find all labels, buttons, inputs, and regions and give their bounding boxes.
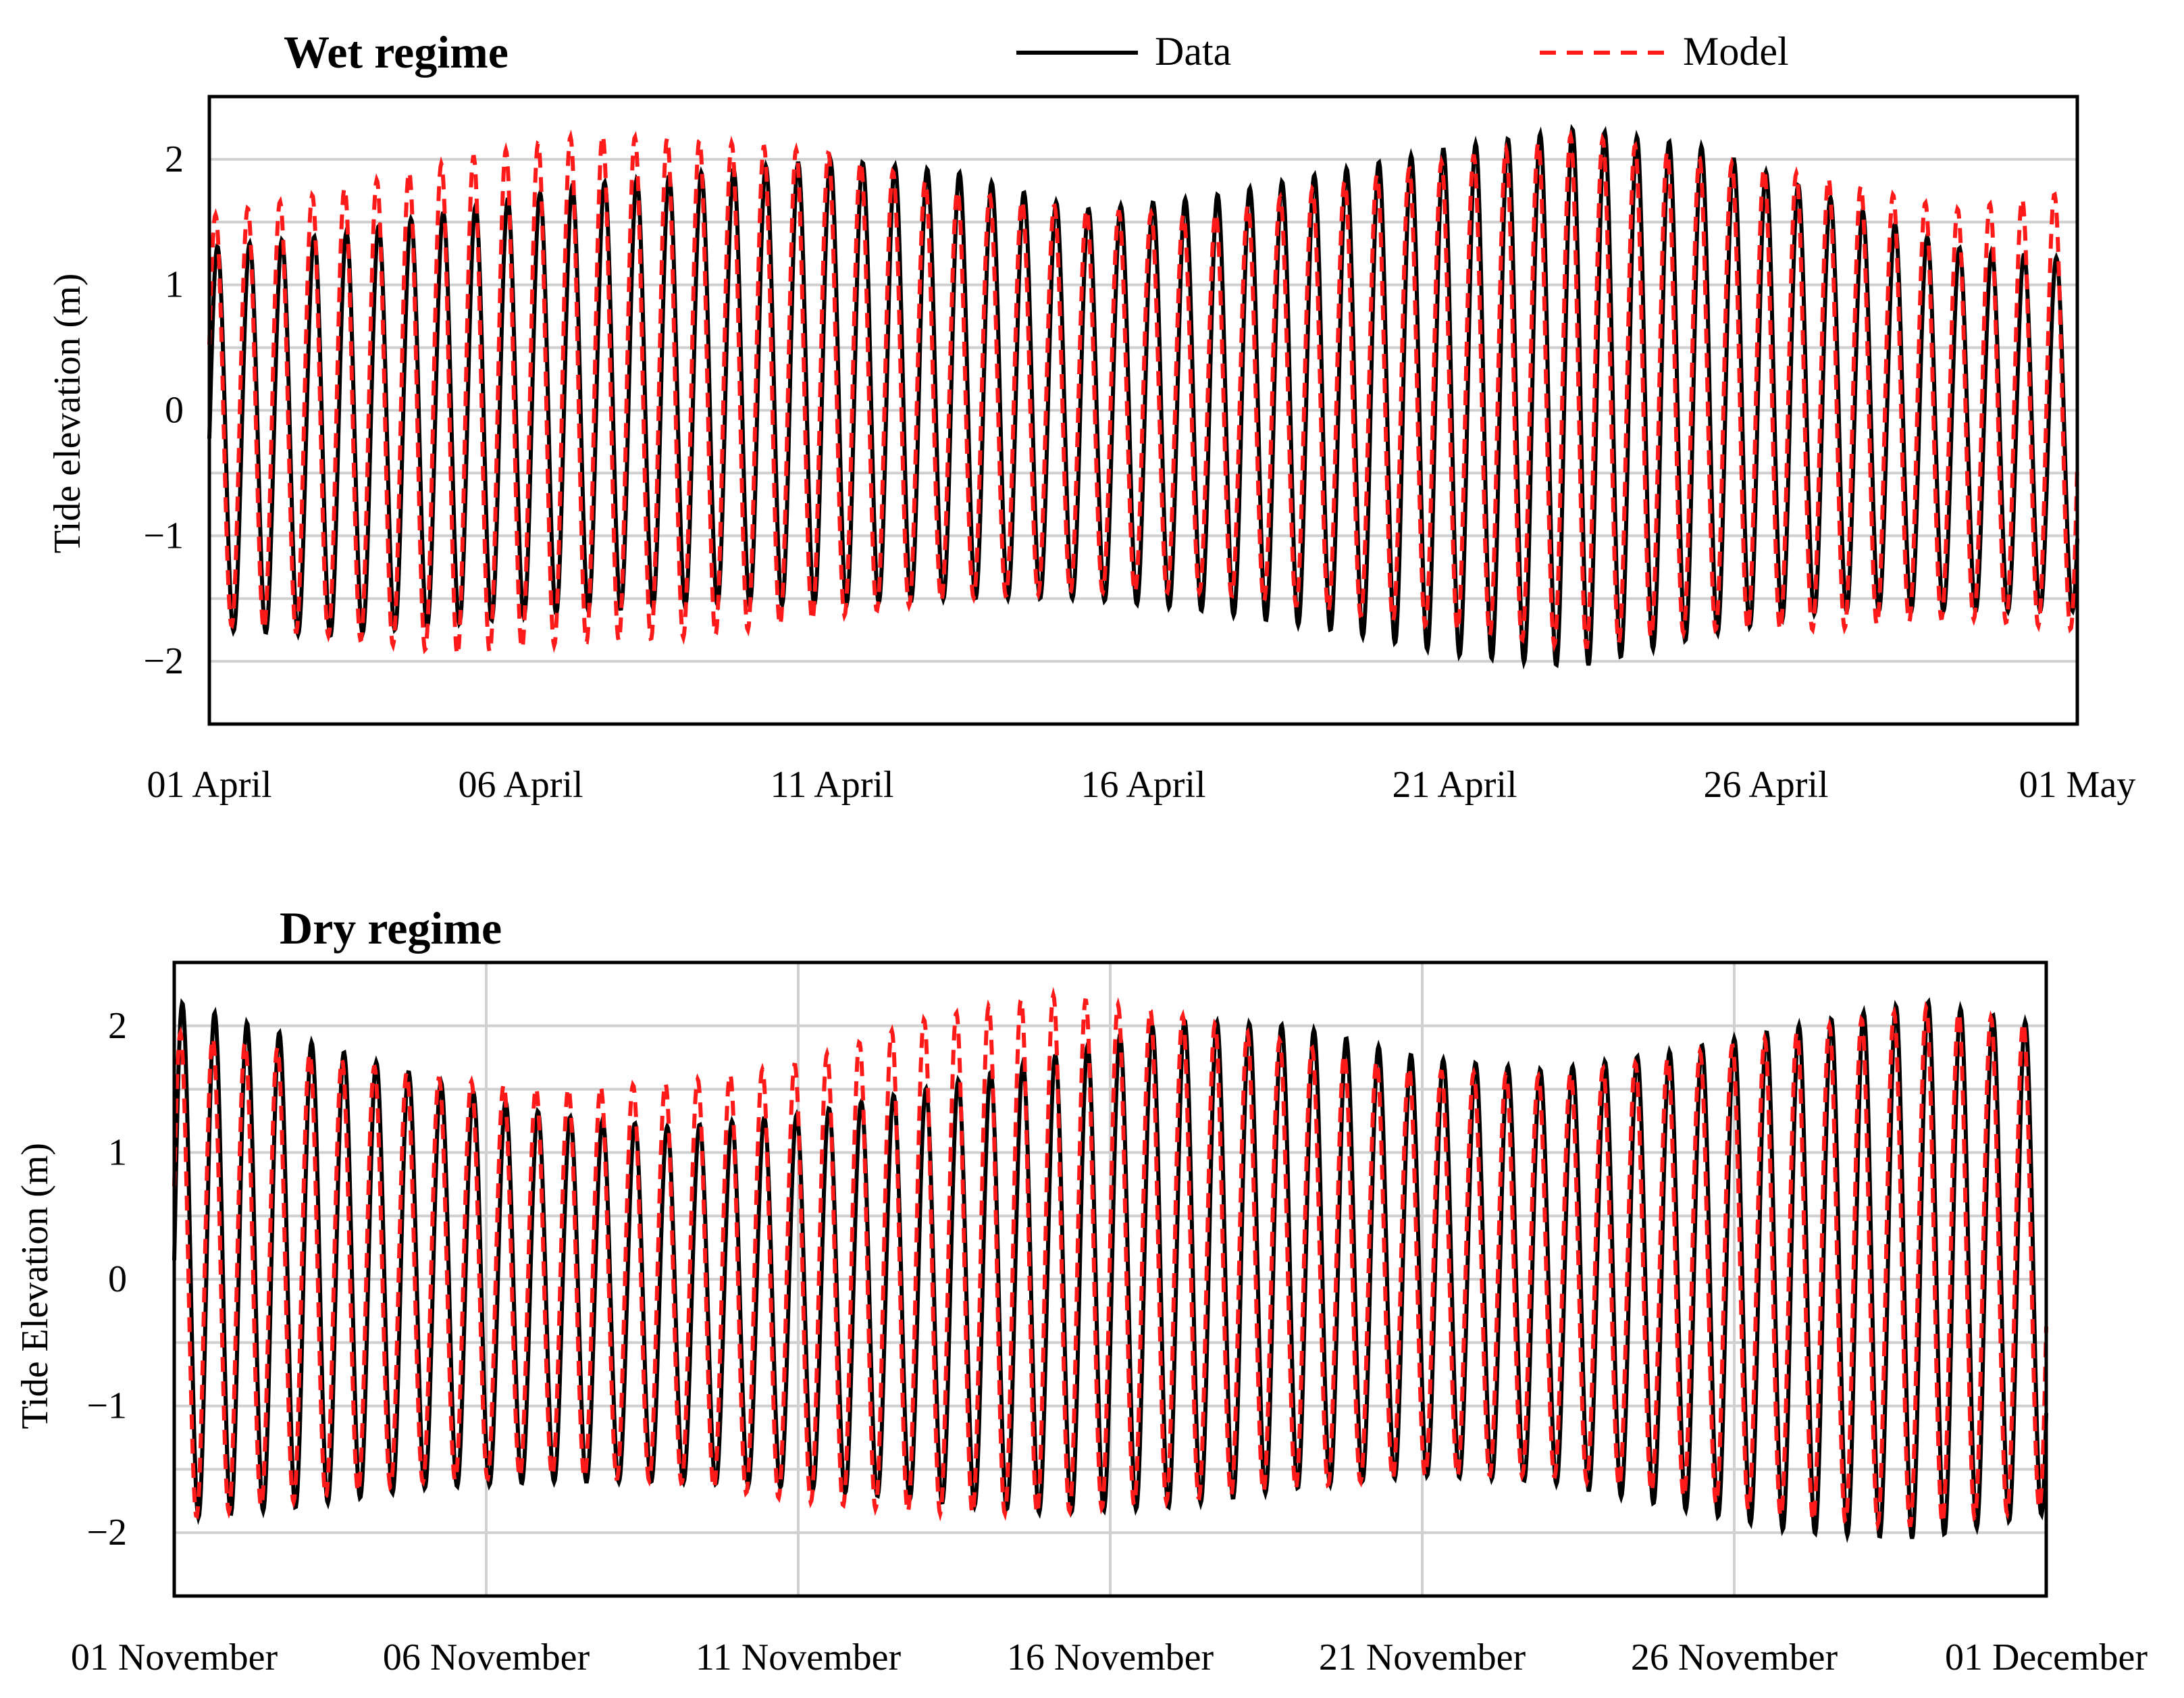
y-tick-label: 0: [165, 390, 184, 432]
y-ticks: −2 −1 0 1 2: [86, 1005, 127, 1553]
x-tick-label: 01 December: [1945, 1637, 2148, 1678]
x-tick-label: 06 November: [383, 1637, 590, 1678]
legend-data-label: Data: [1155, 29, 1231, 74]
plot-frame: [207, 95, 2079, 726]
data-series: [207, 124, 2079, 670]
x-ticks: 01 November 06 November 11 November 16 Nove…: [71, 1637, 2148, 1678]
x-tick-label: 16 November: [1007, 1637, 1214, 1678]
y-axis-label: Tide elevation (m): [47, 274, 88, 554]
chart-wet-regime: Wet regime Tide elevation (m) −2 −1 0 1 2 01…: [47, 26, 2135, 806]
y-axis-label: Tide Elevation (m): [14, 1143, 56, 1429]
x-tick-label: 06 April: [458, 764, 583, 806]
x-tick-label: 01 April: [147, 764, 271, 806]
y-tick-label: −1: [86, 1385, 127, 1427]
gridlines: [209, 157, 2077, 663]
legend-model-label: Model: [1683, 29, 1789, 74]
x-tick-label: 11 April: [770, 764, 893, 806]
legend: Data Model: [1016, 29, 1789, 74]
model-line: [207, 128, 2079, 661]
y-tick-label: 1: [108, 1131, 127, 1173]
y-tick-label: −2: [143, 640, 184, 682]
x-tick-label: 21 November: [1319, 1637, 1526, 1678]
model-series: [207, 128, 2079, 661]
y-tick-label: −2: [86, 1512, 127, 1553]
chart-dry-regime: Dry regime Tide Elevation (m) −2 −1 0 1 2 01…: [14, 902, 2148, 1678]
model-line: [172, 987, 2048, 1532]
y-tick-label: 0: [108, 1258, 127, 1300]
chart-title: Wet regime: [284, 26, 509, 78]
x-tick-label: 01 November: [71, 1637, 278, 1678]
x-tick-label: 26 April: [1703, 764, 1828, 806]
y-tick-label: 1: [165, 264, 184, 306]
x-tick-label: 26 November: [1631, 1637, 1838, 1678]
data-line: [207, 124, 2079, 670]
plot-frame: [172, 960, 2048, 1598]
y-tick-label: 2: [165, 138, 184, 180]
x-tick-label: 11 November: [696, 1637, 902, 1678]
x-tick-label: 01 May: [2019, 764, 2136, 806]
chart-title: Dry regime: [280, 902, 502, 954]
y-ticks: −2 −1 0 1 2: [143, 138, 184, 682]
y-tick-label: 2: [108, 1005, 127, 1047]
x-tick-label: 21 April: [1392, 764, 1517, 806]
x-ticks: 01 April 06 April 11 April 16 April 21 April…: [147, 764, 2135, 806]
y-tick-label: −1: [143, 515, 184, 557]
x-tick-label: 16 April: [1081, 764, 1205, 806]
model-series: [172, 987, 2048, 1532]
